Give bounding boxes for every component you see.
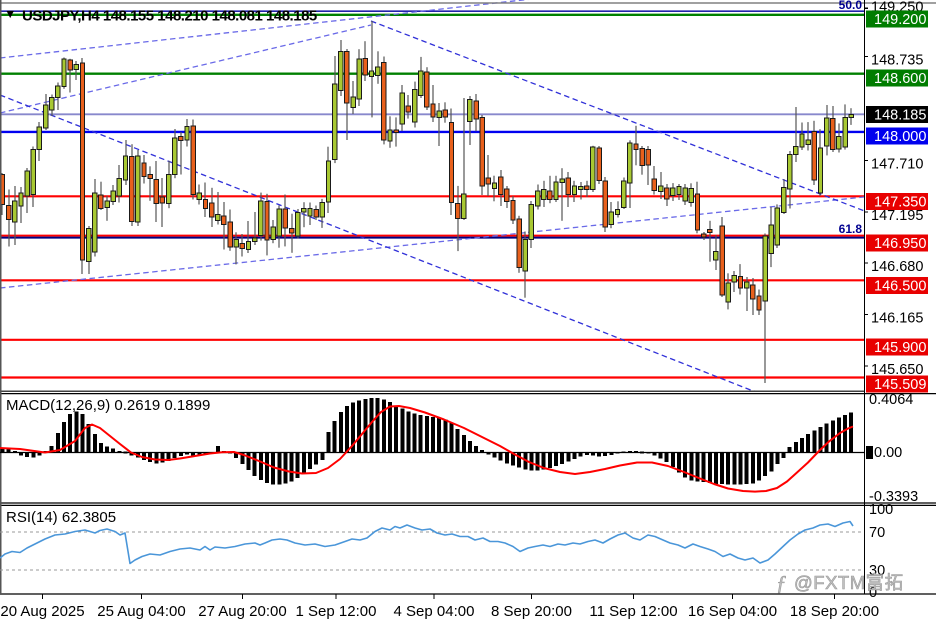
svg-text:0.00: 0.00 bbox=[874, 445, 902, 461]
svg-text:25 Aug 04:00: 25 Aug 04:00 bbox=[97, 603, 185, 620]
svg-text:147.710: 147.710 bbox=[871, 157, 923, 173]
svg-text:RSI(14) 62.3805: RSI(14) 62.3805 bbox=[6, 509, 116, 526]
svg-text:20 Aug 2025: 20 Aug 2025 bbox=[0, 603, 84, 620]
svg-text:148.600: 148.600 bbox=[874, 71, 926, 87]
svg-text:8 Sep 20:00: 8 Sep 20:00 bbox=[491, 603, 572, 620]
svg-text:@FXTM富拓: @FXTM富拓 bbox=[794, 572, 904, 593]
svg-text:27 Aug 20:00: 27 Aug 20:00 bbox=[198, 603, 286, 620]
svg-text:149.200: 149.200 bbox=[874, 12, 926, 28]
svg-text:ƒ: ƒ bbox=[776, 571, 787, 595]
svg-text:0.4064: 0.4064 bbox=[869, 392, 913, 408]
svg-text:USDJPY,H4 148.155 148.210 148: USDJPY,H4 148.155 148.210 148.081 148.18… bbox=[22, 8, 317, 25]
svg-text:148.000: 148.000 bbox=[874, 129, 926, 145]
svg-text:70: 70 bbox=[869, 525, 885, 541]
svg-text:18 Sep 20:00: 18 Sep 20:00 bbox=[790, 603, 879, 620]
svg-text:146.165: 146.165 bbox=[871, 311, 923, 327]
svg-text:100: 100 bbox=[869, 502, 893, 518]
svg-text:-0.3393: -0.3393 bbox=[869, 489, 918, 505]
svg-text:30: 30 bbox=[869, 563, 885, 579]
svg-text:146.950: 146.950 bbox=[874, 236, 926, 252]
svg-text:▼: ▼ bbox=[4, 7, 16, 21]
svg-text:4 Sep 04:00: 4 Sep 04:00 bbox=[394, 603, 475, 620]
svg-text:MACD(12,26,9) 0.2619 0.1899: MACD(12,26,9) 0.2619 0.1899 bbox=[6, 397, 210, 414]
svg-text:147.195: 147.195 bbox=[871, 208, 923, 224]
svg-text:148.735: 148.735 bbox=[871, 53, 923, 69]
svg-text:1 Sep 12:00: 1 Sep 12:00 bbox=[296, 603, 377, 620]
svg-text:146.680: 146.680 bbox=[871, 259, 923, 275]
svg-text:0: 0 bbox=[869, 585, 877, 601]
svg-text:146.500: 146.500 bbox=[874, 279, 926, 295]
svg-text:16 Sep 04:00: 16 Sep 04:00 bbox=[688, 603, 777, 620]
svg-text:145.509: 145.509 bbox=[874, 377, 926, 393]
svg-text:148.185: 148.185 bbox=[874, 107, 926, 123]
svg-text:147.350: 147.350 bbox=[874, 194, 926, 210]
svg-text:61.8: 61.8 bbox=[839, 222, 863, 236]
svg-text:145.650: 145.650 bbox=[871, 362, 923, 378]
svg-text:11 Sep 12:00: 11 Sep 12:00 bbox=[589, 603, 677, 620]
svg-text:50.0: 50.0 bbox=[839, 0, 863, 12]
svg-text:145.900: 145.900 bbox=[874, 340, 926, 356]
